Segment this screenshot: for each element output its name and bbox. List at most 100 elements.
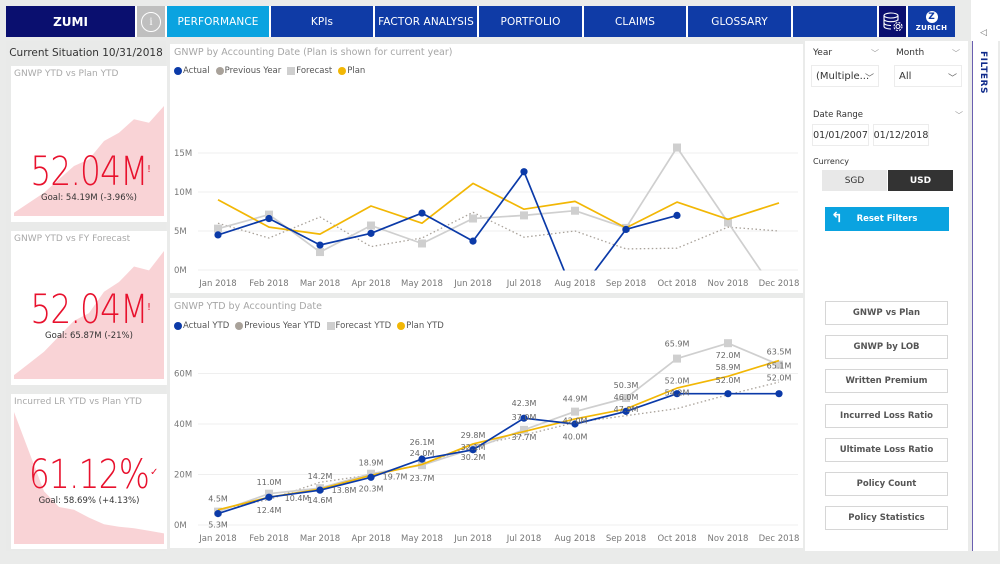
legend-item-actual-ytd[interactable]: Actual YTD bbox=[174, 321, 229, 331]
tab-portfolio[interactable]: PORTFOLIO bbox=[479, 6, 584, 37]
legend-item-plan-ytd[interactable]: Plan YTD bbox=[397, 321, 444, 331]
series-line-plan-ytd bbox=[217, 359, 780, 511]
data-point bbox=[316, 241, 324, 249]
x-tick-label: Jul 2018 bbox=[506, 534, 542, 544]
policy-statistics-button[interactable]: Policy Statistics bbox=[825, 506, 948, 530]
legend-label: Previous Year bbox=[224, 66, 282, 76]
series-line-forecast-ytd bbox=[217, 342, 780, 513]
data-point bbox=[622, 393, 630, 402]
data-label: 40.0M bbox=[563, 433, 588, 442]
y-tick-label: 20M bbox=[174, 471, 192, 481]
month-label: Month bbox=[896, 48, 925, 58]
currency-sgd-button[interactable]: SGD bbox=[822, 170, 887, 191]
data-point bbox=[265, 493, 273, 501]
tab-glossary[interactable]: GLOSSARY bbox=[688, 6, 793, 37]
gnwp-by-lob-button[interactable]: GNWP by LOB bbox=[825, 335, 948, 359]
zurich-logo-text: ZURICH bbox=[915, 24, 948, 32]
pane-strip bbox=[971, 0, 1000, 41]
policy-count-button[interactable]: Policy Count bbox=[825, 472, 948, 496]
data-point bbox=[418, 455, 426, 463]
filters-pane-toggle[interactable]: FILTERS bbox=[972, 41, 998, 551]
series-line-previous-year-ytd bbox=[217, 381, 780, 511]
data-point bbox=[469, 237, 477, 245]
data-point bbox=[673, 211, 681, 219]
data-point bbox=[571, 420, 579, 428]
data-label: 10.4M bbox=[285, 494, 310, 503]
legend-item-previous-year-ytd[interactable]: Previous Year YTD bbox=[235, 321, 321, 331]
incurred-loss-ratio-button[interactable]: Incurred Loss Ratio bbox=[825, 404, 948, 428]
data-label: 11.0M bbox=[257, 478, 282, 487]
date-to-input[interactable]: 01/12/2018 bbox=[873, 124, 929, 146]
legend-marker bbox=[235, 322, 244, 330]
collapse-filters-icon[interactable]: ◁ bbox=[980, 28, 987, 38]
x-tick-label: Aug 2018 bbox=[555, 534, 596, 544]
data-label: 19.7M bbox=[383, 472, 408, 481]
x-tick-label: May 2018 bbox=[401, 534, 443, 544]
data-label: 52.0M bbox=[665, 377, 690, 386]
alert-icon: ! bbox=[147, 164, 152, 175]
date-range-label: Date Range bbox=[813, 110, 863, 120]
kpi-goal: Goal: 58.69% (+4.13%) bbox=[38, 496, 140, 506]
kpi-card-gnwp-vs-plan[interactable]: GNWP YTD vs Plan YTD 52.04M ! Goal: 54.1… bbox=[11, 66, 167, 222]
database-settings-button[interactable] bbox=[879, 6, 908, 37]
legend-label: Plan bbox=[347, 66, 366, 76]
data-label: 46.0M bbox=[614, 393, 639, 402]
check-icon: ✓ bbox=[150, 467, 159, 478]
ultimate-loss-ratio-button[interactable]: Ultimate Loss Ratio bbox=[825, 438, 948, 462]
chevron-down-icon[interactable]: ﹀ bbox=[952, 49, 960, 58]
currency-usd-button[interactable]: USD bbox=[888, 170, 953, 191]
legend-marker bbox=[397, 322, 406, 330]
legend-item-forecast-ytd[interactable]: Forecast YTD bbox=[326, 321, 391, 331]
written-premium-button[interactable]: Written Premium bbox=[825, 369, 948, 393]
chevron-down-icon: ﹀ bbox=[947, 74, 957, 84]
kpi-card-incurred-lr[interactable]: Incurred LR YTD vs Plan YTD 61.12% ✓ Goa… bbox=[11, 394, 167, 549]
month-dropdown[interactable]: All ﹀ bbox=[894, 65, 962, 87]
data-point bbox=[367, 221, 375, 230]
data-point bbox=[214, 510, 222, 518]
data-point bbox=[775, 360, 783, 369]
data-point bbox=[367, 229, 375, 237]
x-tick-label: Apr 2018 bbox=[351, 534, 390, 544]
tab-claims[interactable]: CLAIMS bbox=[584, 6, 688, 37]
app-brand[interactable]: ZUMI bbox=[6, 6, 137, 37]
legend-marker bbox=[215, 67, 224, 75]
legend-label: Previous Year YTD bbox=[244, 321, 321, 331]
legend-item-plan[interactable]: Plan bbox=[338, 66, 365, 76]
data-label: 37.7M bbox=[512, 433, 537, 442]
y-tick-label: 0M bbox=[174, 266, 187, 276]
date-from-input[interactable]: 01/01/2007 bbox=[812, 124, 869, 146]
data-label: 26.1M bbox=[410, 438, 435, 447]
gnwp-monthly-chart-panel: GNWP by Accounting Date (Plan is shown f… bbox=[170, 44, 803, 293]
kpi-card-gnwp-vs-forecast[interactable]: GNWP YTD vs FY Forecast 52.04M ! Goal: 6… bbox=[11, 231, 167, 385]
year-dropdown-value: (Multiple... bbox=[816, 70, 870, 82]
gnwp-vs-plan-button[interactable]: GNWP vs Plan bbox=[825, 301, 948, 325]
series-group bbox=[214, 143, 780, 271]
series-line-actual bbox=[217, 170, 678, 271]
info-button[interactable]: i bbox=[137, 6, 167, 37]
legend-item-forecast[interactable]: Forecast bbox=[287, 66, 332, 76]
tab-kpis[interactable]: KPIs bbox=[271, 6, 375, 37]
chevron-down-icon: ﹀ bbox=[864, 74, 874, 84]
data-point bbox=[673, 390, 681, 398]
month-dropdown-value: All bbox=[899, 70, 912, 82]
data-label: 18.9M bbox=[359, 458, 384, 467]
data-point bbox=[265, 214, 273, 223]
data-point bbox=[418, 239, 426, 248]
kpi-value: 61.12% bbox=[28, 452, 150, 498]
data-point bbox=[316, 486, 324, 494]
legend-item-actual[interactable]: Actual bbox=[174, 66, 210, 76]
gnwp-ytd-chart-panel: GNWP YTD by Accounting Date Actual YTD P… bbox=[170, 298, 803, 548]
year-dropdown[interactable]: (Multiple... ﹀ bbox=[811, 65, 879, 87]
data-label: 50.3M bbox=[614, 381, 639, 390]
chevron-down-icon[interactable]: ﹀ bbox=[871, 49, 879, 58]
gnwp-ytd-chart[interactable]: 0M 20M 40M 60M Jan 2018 Feb 2018 Mar 2018 Apr 2… bbox=[170, 298, 803, 548]
chevron-down-icon[interactable]: ﹀ bbox=[955, 111, 963, 120]
legend-item-previous-year[interactable]: Previous Year bbox=[215, 66, 282, 76]
gnwp-monthly-chart[interactable]: 0M 5M 10M 15M Jan 2018 Feb 2018 Mar 2018 Apr 20… bbox=[170, 44, 803, 293]
tab-performance[interactable]: PERFORMANCE bbox=[167, 6, 271, 37]
series-line-actual-ytd bbox=[217, 392, 779, 515]
tab-factor-analysis[interactable]: FACTOR ANALYSIS bbox=[375, 6, 479, 37]
data-point bbox=[571, 206, 579, 215]
reset-filters-button[interactable]: ↰ Reset Filters bbox=[825, 207, 949, 231]
kpi-title: Incurred LR YTD vs Plan YTD bbox=[14, 397, 142, 407]
